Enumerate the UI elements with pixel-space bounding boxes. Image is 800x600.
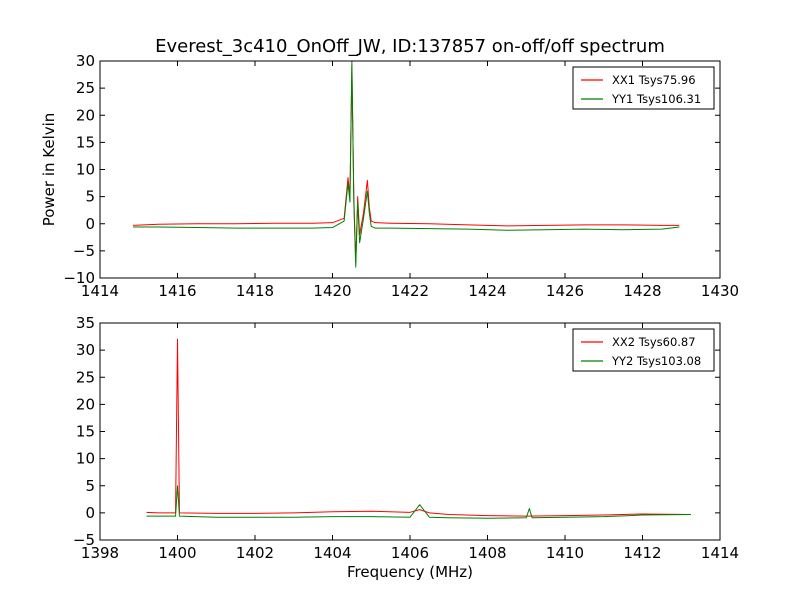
chart-title: Everest_3c410_OnOff_JW, ID:137857 on-off… bbox=[155, 36, 665, 57]
x-tick-label: 1402 bbox=[236, 544, 274, 562]
y-tick-label: 20 bbox=[76, 106, 95, 124]
y-tick-label: 20 bbox=[76, 395, 95, 413]
legend-entry: XX2 Tsys60.87 bbox=[612, 335, 696, 349]
legend-entry: YY2 Tsys103.08 bbox=[611, 354, 701, 368]
x-tick-label: 1404 bbox=[313, 544, 351, 562]
x-tick-label: 1420 bbox=[313, 282, 351, 300]
x-tick-label: 1398 bbox=[81, 544, 119, 562]
y-tick-label: 0 bbox=[85, 504, 95, 522]
y-tick-label: 35 bbox=[76, 314, 95, 332]
y-tick-label: 30 bbox=[76, 52, 95, 70]
x-tick-label: 1418 bbox=[236, 282, 274, 300]
y-tick-label: 15 bbox=[76, 423, 95, 441]
legend-entry: XX1 Tsys75.96 bbox=[612, 73, 696, 87]
series-line-2-2 bbox=[146, 485, 691, 519]
x-tick-label: 1422 bbox=[391, 282, 429, 300]
y-tick-label: 30 bbox=[76, 341, 95, 359]
y-tick-label: −10 bbox=[63, 269, 95, 287]
x-tick-label: 1414 bbox=[81, 282, 119, 300]
x-tick-label: 1412 bbox=[623, 544, 661, 562]
y-tick-label: 0 bbox=[85, 215, 95, 233]
x-axis-label: Frequency (MHz) bbox=[347, 563, 473, 581]
series-line-2-1 bbox=[146, 338, 691, 517]
y-axis-label: Power in Kelvin bbox=[40, 113, 58, 227]
panel-2: 1398 1400 1402 1404 1406 1408 1410 1412 1414 −5 0 5… bbox=[73, 314, 739, 581]
x-tick-label: 1414 bbox=[701, 544, 739, 562]
x-tick-label: 1416 bbox=[158, 282, 196, 300]
legend: XX2 Tsys60.87 YY2 Tsys103.08 bbox=[572, 328, 715, 372]
y-tick-label: 5 bbox=[85, 188, 95, 206]
legend: XX1 Tsys75.96 YY1 Tsys106.31 bbox=[572, 66, 715, 110]
legend-entry: YY1 Tsys106.31 bbox=[611, 92, 701, 106]
y-tick-label: 15 bbox=[76, 133, 95, 151]
x-tick-label: 1410 bbox=[546, 544, 584, 562]
y-tick-label: 10 bbox=[76, 450, 95, 468]
x-tick-label: 1428 bbox=[623, 282, 661, 300]
y-tick-label: −5 bbox=[73, 531, 95, 549]
x-tick-label: 1408 bbox=[468, 544, 506, 562]
x-tick-label: 1406 bbox=[391, 544, 429, 562]
x-tick-label: 1426 bbox=[546, 282, 584, 300]
panel-1: 1414 1416 1418 1420 1422 1424 1426 1428 1430 −10 −… bbox=[40, 52, 739, 300]
y-tick-label: 25 bbox=[76, 368, 95, 386]
legend-box bbox=[572, 66, 715, 110]
x-tick-label: 1400 bbox=[158, 544, 196, 562]
x-tick-label: 1430 bbox=[701, 282, 739, 300]
legend-box bbox=[572, 328, 715, 372]
y-tick-label: −5 bbox=[73, 242, 95, 260]
series-line-1-2 bbox=[132, 60, 680, 268]
x-tick-label: 1424 bbox=[468, 282, 506, 300]
y-tick-label: 25 bbox=[76, 79, 95, 97]
y-tick-label: 10 bbox=[76, 161, 95, 179]
y-tick-label: 5 bbox=[85, 477, 95, 495]
